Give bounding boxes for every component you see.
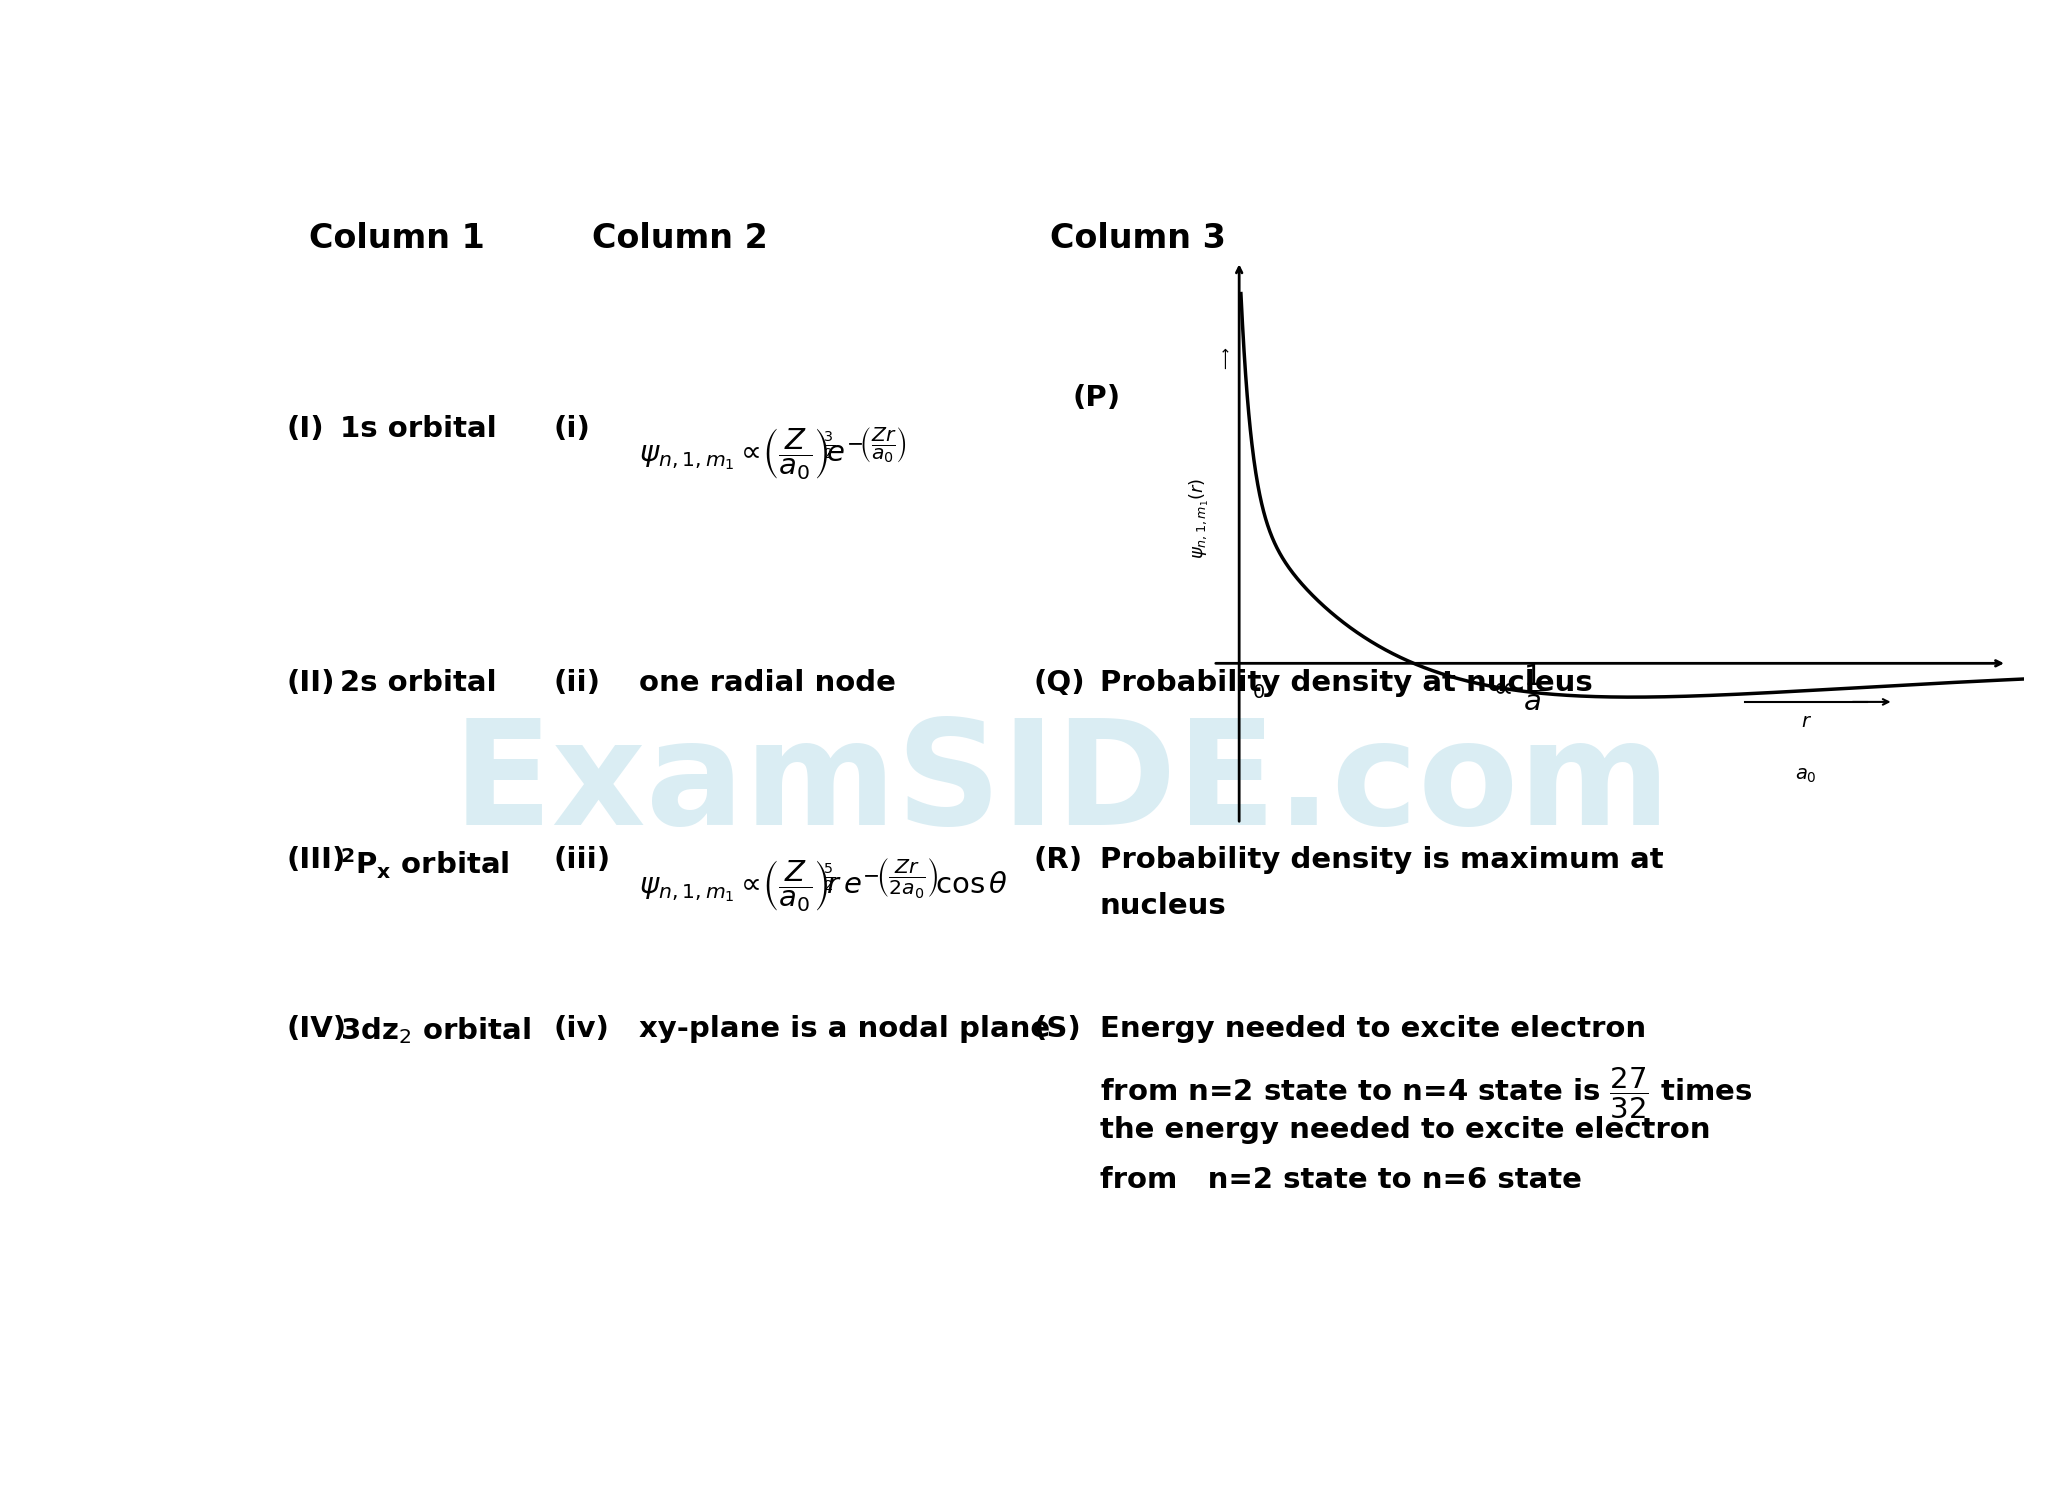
Text: Column 3: Column 3: [1051, 223, 1225, 256]
Text: Probability density is maximum at
nucleus: Probability density is maximum at nucleu…: [1100, 846, 1664, 919]
Text: (IV): (IV): [286, 1016, 346, 1044]
Text: ⟶: ⟶: [1218, 346, 1233, 369]
Text: (R): (R): [1034, 846, 1084, 874]
Text: Probability density at nucleus: Probability density at nucleus: [1100, 669, 1593, 697]
Text: Column 2: Column 2: [593, 223, 769, 256]
Text: Column 1: Column 1: [309, 223, 485, 256]
Text: the energy needed to excite electron: the energy needed to excite electron: [1100, 1115, 1709, 1144]
Text: (III): (III): [286, 846, 346, 874]
Text: $\mathbf{^2}$$\mathbf{P_x}$ orbital: $\mathbf{^2}$$\mathbf{P_x}$ orbital: [340, 846, 510, 880]
Text: ExamSIDE.com: ExamSIDE.com: [452, 714, 1672, 855]
Text: one radial node: one radial node: [638, 669, 895, 697]
Text: (P): (P): [1073, 384, 1121, 412]
Text: (Q): (Q): [1034, 669, 1086, 697]
Text: xy-plane is a nodal plane: xy-plane is a nodal plane: [638, 1016, 1051, 1044]
Text: 2s orbital: 2s orbital: [340, 669, 497, 697]
Text: (S): (S): [1034, 1016, 1082, 1044]
Text: Energy needed to excite electron: Energy needed to excite electron: [1100, 1016, 1645, 1044]
Text: 1s orbital: 1s orbital: [340, 415, 497, 443]
Text: from   n=2 state to n=6 state: from n=2 state to n=6 state: [1100, 1166, 1581, 1194]
Text: (ii): (ii): [553, 669, 601, 697]
Text: 3dz$_2$ orbital: 3dz$_2$ orbital: [340, 1016, 530, 1047]
Text: $a_0$: $a_0$: [1796, 766, 1817, 785]
Text: (II): (II): [286, 669, 334, 697]
Text: $\psi_{n,1,m_1}(r)$: $\psi_{n,1,m_1}(r)$: [1189, 477, 1212, 559]
Text: $\propto\,\dfrac{1}{a}$: $\propto\,\dfrac{1}{a}$: [1488, 663, 1546, 712]
Text: (i): (i): [553, 415, 591, 443]
Text: $\psi_{n,1,m_1} \propto\!\left(\dfrac{Z}{a_0}\right)^{\!\!\frac{3}{2}}\!\! e^{-\: $\psi_{n,1,m_1} \propto\!\left(\dfrac{Z}…: [638, 427, 908, 482]
Text: (iv): (iv): [553, 1016, 609, 1044]
Text: (iii): (iii): [553, 846, 611, 874]
Text: from n=2 state to n=4 state is $\dfrac{27}{32}$ times: from n=2 state to n=4 state is $\dfrac{2…: [1100, 1066, 1753, 1121]
Text: (I): (I): [286, 415, 323, 443]
Text: $r$: $r$: [1801, 712, 1811, 730]
Text: $\psi_{n,1,m_1} \propto\!\left(\dfrac{Z}{a_0}\right)^{\!\!\frac{5}{2}}\!\! r\, e: $\psi_{n,1,m_1} \propto\!\left(\dfrac{Z}…: [638, 858, 1007, 913]
Text: 0: 0: [1251, 683, 1264, 702]
